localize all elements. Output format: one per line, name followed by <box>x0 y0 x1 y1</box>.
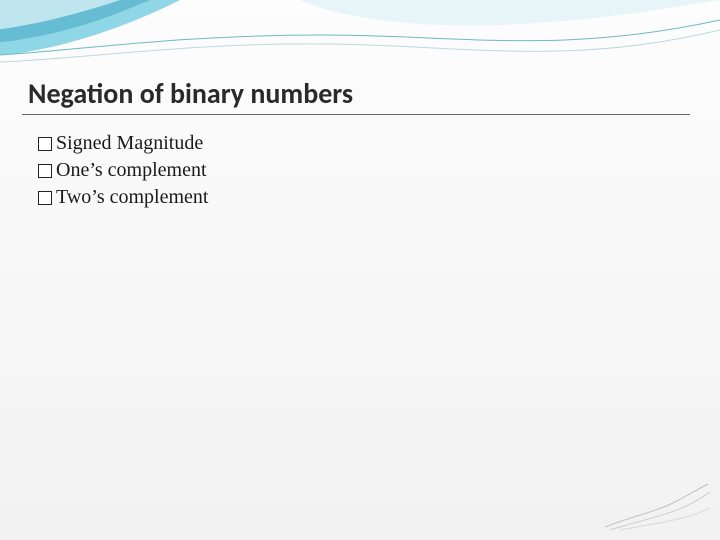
list-item: Two’s complement <box>38 186 208 209</box>
list-item-text: Two’s complement <box>56 186 208 209</box>
list-item: One’s complement <box>38 159 208 182</box>
list-item-text: One’s complement <box>56 159 207 182</box>
content-area: Signed Magnitude One’s complement Two’s … <box>38 132 208 213</box>
flourish-svg <box>600 482 710 532</box>
slide: Negation of binary numbers Signed Magnit… <box>0 0 720 540</box>
square-bullet-icon <box>38 191 52 205</box>
square-bullet-icon <box>38 137 52 151</box>
square-bullet-icon <box>38 164 52 178</box>
slide-title: Negation of binary numbers <box>28 76 353 111</box>
title-underline <box>22 114 690 115</box>
corner-flourish <box>600 482 710 532</box>
list-item-text: Signed Magnitude <box>56 132 203 155</box>
list-item: Signed Magnitude <box>38 132 208 155</box>
